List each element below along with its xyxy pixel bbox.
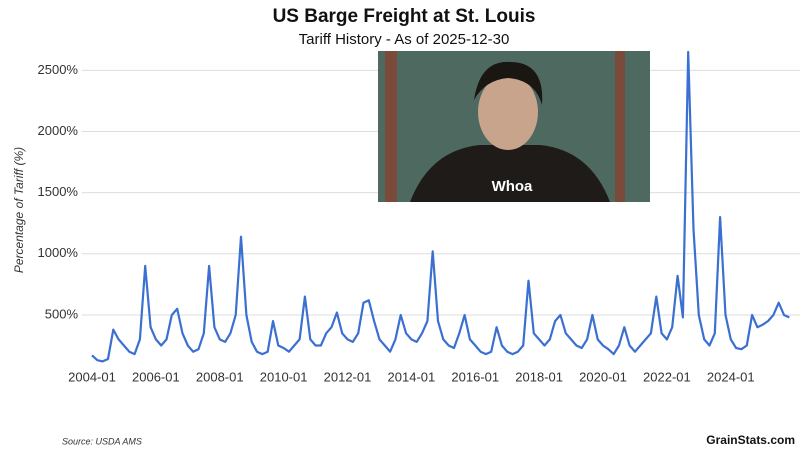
chart-subtitle: Tariff History - As of 2025-12-30 xyxy=(299,31,510,48)
x-tick-label: 2014-01 xyxy=(388,369,436,384)
y-tick-label: 2000% xyxy=(38,123,79,138)
image-coat xyxy=(410,145,610,202)
image-face xyxy=(478,74,538,150)
image-pipe xyxy=(385,51,397,202)
image-caption: Whoa xyxy=(492,178,533,195)
x-tick-label: 2016-01 xyxy=(451,369,499,384)
x-tick-label: 2004-01 xyxy=(68,369,116,384)
brand: GrainStats.com xyxy=(706,433,795,447)
x-tick-label: 2008-01 xyxy=(196,369,244,384)
y-axis-label: Percentage of Tariff (%) xyxy=(12,147,26,273)
y-tick-label: 2500% xyxy=(38,62,79,77)
x-tick-label: 2018-01 xyxy=(515,369,563,384)
x-tick-label: 2012-01 xyxy=(324,369,372,384)
image-hair xyxy=(474,61,543,105)
y-tick-label: 1500% xyxy=(38,184,79,199)
image-pipe xyxy=(615,51,625,202)
source: Source: USDA AMS xyxy=(62,436,142,446)
data-line xyxy=(91,50,790,363)
meme-image: Whoa xyxy=(378,51,650,202)
chart-title: US Barge Freight at St. Louis xyxy=(273,6,536,27)
x-tick-label: 2022-01 xyxy=(643,369,691,384)
x-tick-label: 2010-01 xyxy=(260,369,308,384)
x-tick-label: 2006-01 xyxy=(132,369,180,384)
x-tick-label: 2020-01 xyxy=(579,369,627,384)
x-tick-label: 2024-01 xyxy=(707,369,755,384)
y-tick-label: 1000% xyxy=(38,245,79,260)
y-tick-label: 500% xyxy=(45,306,79,321)
